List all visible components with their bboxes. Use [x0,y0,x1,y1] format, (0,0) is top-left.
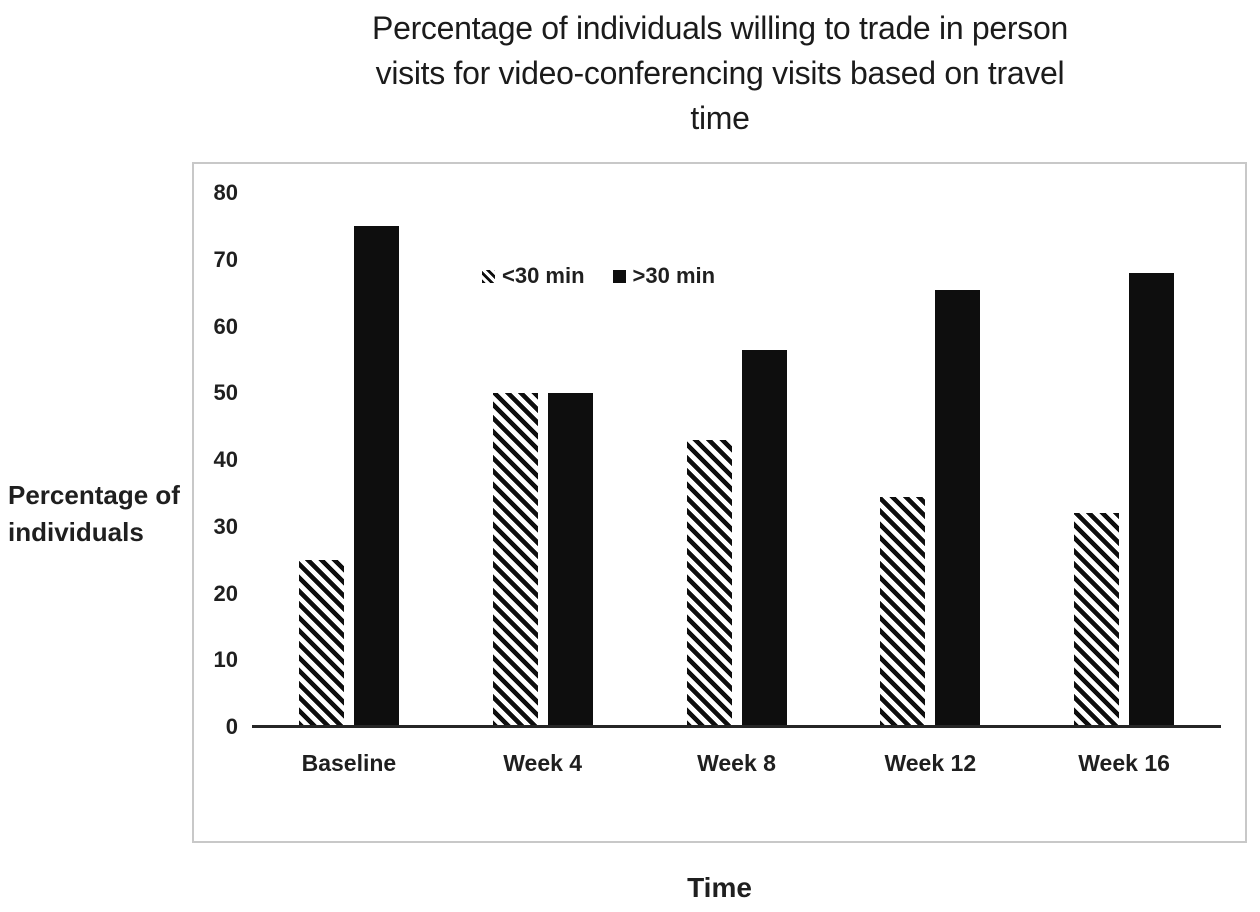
bar-baseline-30-min [353,226,399,727]
category-label-week-4: Week 4 [503,750,583,776]
y-axis-tick-10: 10 [213,647,238,673]
legend: <30 min >30 min [482,262,715,290]
legend-item-gt30: >30 min [612,262,716,290]
x-axis-line [252,725,1221,728]
bar-week-16-30-min [1074,513,1120,727]
bar-baseline-30-min [298,560,344,727]
bar-week-8-30-min [741,349,787,727]
chart-title-line-1: Percentage of individuals willing to tra… [372,10,1068,46]
legend-swatch-hatch-icon [482,269,495,283]
y-axis-tick-20: 20 [213,580,238,606]
bar-week-16-30-min [1129,273,1175,727]
y-axis-tick-30: 30 [213,513,238,539]
bar-week-4-30-min [492,393,538,727]
legend-swatch-solid-icon [612,269,626,283]
y-axis-tick-40: 40 [213,447,238,472]
bar-week-4-30-min [547,393,593,727]
bar-week-8-30-min [686,439,732,727]
plot-area: <30 min >30 min 0 10 20 30 40 50 60 70 80 Baseli… [192,162,1247,843]
bar-week-12-30-min [935,289,981,727]
chart-title: Percentage of individuals willing to tra… [192,6,1248,141]
category-label-week-12: Week 12 [884,750,977,776]
legend-label-gt30: >30 min [632,263,716,288]
y-axis-title-line-2: individuals [8,517,144,547]
y-axis-title-line-1: Percentage of [8,480,180,510]
legend-item-lt30: <30 min [482,262,585,290]
y-axis-tick-70: 70 [213,246,238,272]
x-axis-title: Time [687,872,752,903]
y-axis-tick-50: 50 [213,380,238,406]
y-axis-tick-0: 0 [225,714,238,739]
category-label-week-16: Week 16 [1078,750,1170,776]
y-axis-title: Percentage of individuals [8,477,193,551]
category-label-week-8: Week 8 [697,750,776,776]
y-axis-tick-60: 60 [213,313,238,339]
chart-title-line-2: visits for video-conferencing visits bas… [375,55,1065,91]
bar-week-12-30-min [880,496,926,727]
y-axis-tick-80: 80 [213,180,238,205]
category-label-baseline: Baseline [301,750,397,776]
chart-title-line-3: time [690,100,750,136]
legend-label-lt30: <30 min [502,263,585,288]
